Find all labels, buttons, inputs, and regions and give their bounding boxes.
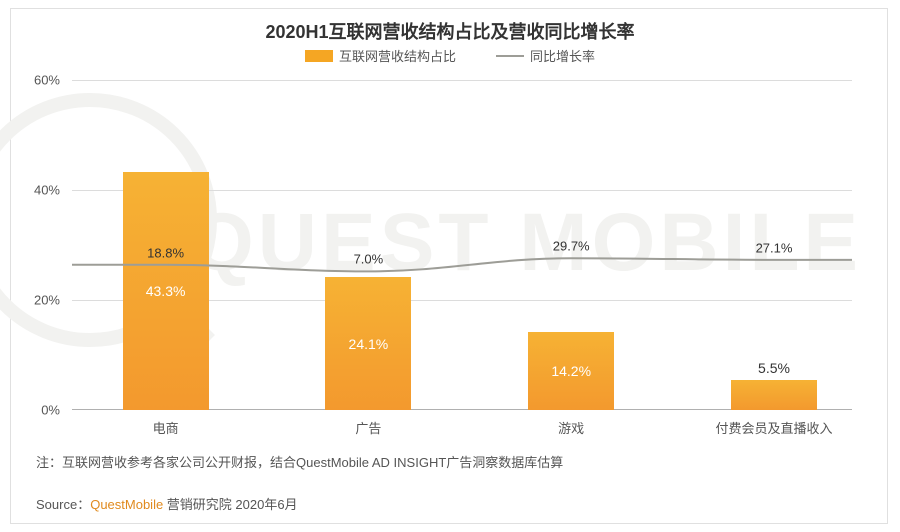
legend-label-line: 同比增长率 [530,46,595,65]
chart-title: 2020H1互联网营收结构占比及营收同比增长率 [0,18,900,44]
source-brand: QuestMobile [90,497,163,512]
x-tick-label: 电商 [153,418,179,437]
line-label: 18.8% [147,245,184,260]
line-label: 7.0% [354,252,384,267]
legend-item-line: 同比增长率 [496,46,595,65]
legend-swatch-line [496,55,524,57]
source-prefix: Source： [36,497,90,512]
x-tick-label: 广告 [355,418,381,437]
footnote-prefix: 注： [36,455,62,470]
line-label: 27.1% [756,240,793,255]
x-tick-label: 游戏 [558,418,584,437]
legend-item-bar: 互联网营收结构占比 [305,46,456,65]
y-tick-label: 20% [0,293,60,308]
legend-swatch-bar [305,50,333,62]
plot-area: 0% 20% 40% 60% 43.3% 24.1% 14.2% 5.5% 18… [72,80,852,410]
legend: 互联网营收结构占比 同比增长率 [0,46,900,65]
y-tick-label: 0% [0,403,60,418]
y-tick-label: 60% [0,73,60,88]
line-label: 29.7% [553,239,590,254]
source-suffix: 营销研究院 2020年6月 [163,497,297,512]
source-line: Source：QuestMobile 营销研究院 2020年6月 [36,494,298,513]
footnote: 注：互联网营收参考各家公司公开财报，结合QuestMobile AD INSIG… [36,452,563,471]
growth-line [72,80,852,410]
x-tick-label: 付费会员及直播收入 [715,418,832,437]
legend-label-bar: 互联网营收结构占比 [339,46,456,65]
footnote-text: 互联网营收参考各家公司公开财报，结合QuestMobile AD INSIGHT… [62,455,563,470]
y-tick-label: 40% [0,182,60,197]
